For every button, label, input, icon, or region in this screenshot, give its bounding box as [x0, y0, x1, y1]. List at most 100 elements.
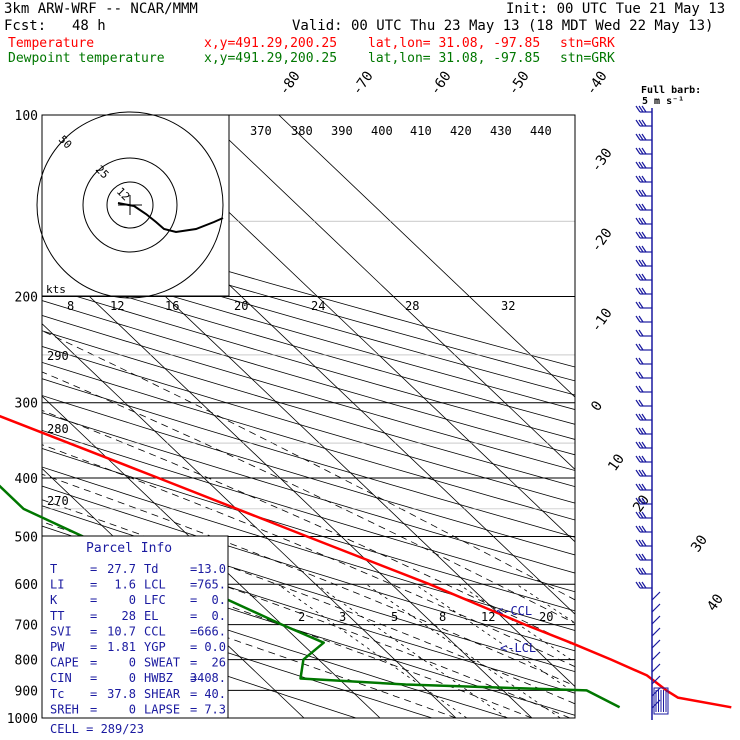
barb-flag	[635, 189, 641, 197]
parcel-value: 0	[129, 656, 136, 670]
parcel-value: 765.	[197, 578, 226, 592]
barb-flag	[641, 273, 647, 281]
parcel-value: 37.8	[107, 687, 136, 701]
barb-flag	[641, 581, 647, 589]
parcel-value: 0	[129, 702, 136, 716]
parcel-value: 0.0	[204, 640, 226, 654]
lcl-annotation: <-LCL	[500, 641, 536, 655]
barb-flag	[641, 553, 647, 561]
temp-latlon: lat,lon= 31.08, -97.85	[368, 36, 541, 51]
dry-adiabat	[42, 315, 575, 471]
pressure-tick-label: 900	[15, 684, 38, 699]
theta-label: 440	[530, 124, 552, 138]
parcel-value: 666.	[197, 624, 226, 638]
barb-flag	[635, 525, 641, 533]
barb-flag	[635, 259, 641, 267]
parcel-eq: =	[190, 578, 197, 592]
theta-label: 410	[410, 124, 432, 138]
init-time: Init: 00 UTC Tue 21 May 13	[506, 1, 726, 17]
parcel-key: SREH	[50, 702, 79, 716]
dry-adiabat	[42, 257, 575, 410]
barb-flag	[638, 105, 644, 113]
wind-barb	[635, 483, 652, 491]
isotherm-line	[278, 115, 575, 398]
parcel-eq: =	[90, 687, 97, 701]
hodograph-axis-label: 8	[67, 299, 74, 313]
barb-flag	[635, 273, 641, 281]
isotherm-label: 0	[588, 398, 606, 414]
barb-flag	[635, 119, 641, 127]
dry-adiabat	[42, 346, 575, 504]
wind-barb	[635, 343, 652, 351]
barb-flag	[638, 455, 644, 463]
parcel-eq: =	[190, 640, 197, 654]
isotherm-label: -30	[588, 145, 616, 175]
barb-flag	[641, 259, 647, 267]
barb-flag	[638, 441, 644, 449]
barb-flag	[638, 147, 644, 155]
wind-barb	[635, 273, 652, 281]
barb-flag	[638, 161, 644, 169]
barb-flag	[641, 525, 647, 533]
barb-flag	[635, 539, 641, 547]
barb-flag	[638, 469, 644, 477]
wind-barb	[635, 259, 652, 267]
wind-barb	[635, 105, 652, 113]
barb-staff	[651, 627, 661, 637]
barb-flag	[638, 539, 644, 547]
wind-barb	[651, 603, 661, 613]
theta-label: 270	[47, 494, 69, 508]
barb-flag	[635, 287, 641, 295]
barb-flag	[635, 553, 641, 561]
parcel-eq: =	[90, 640, 97, 654]
parcel-eq: =	[90, 578, 97, 592]
parcel-key: Td	[144, 562, 158, 576]
parcel-value: 7.3	[204, 702, 226, 716]
wind-barb	[651, 663, 661, 673]
forecast-hours: 48 h	[72, 18, 106, 34]
dry-adiabat	[42, 485, 575, 652]
pressure-tick-label: 500	[15, 530, 38, 545]
wind-barb	[635, 427, 652, 435]
theta-label: 430	[490, 124, 512, 138]
barb-flag	[641, 455, 647, 463]
mixing-ratio-label: 20	[539, 610, 553, 624]
barb-flag	[638, 581, 644, 589]
temp-station: stn=GRK	[560, 36, 615, 51]
barb-flag	[638, 567, 644, 575]
valid-time: Valid: 00 UTC Thu 23 May 13 (18 MDT Wed …	[292, 18, 714, 34]
barb-flag	[635, 357, 641, 365]
isotherm-label: 30	[688, 532, 711, 555]
moist-adiabat	[42, 371, 575, 624]
wind-barb	[635, 581, 652, 589]
barb-flag	[641, 133, 647, 141]
dewpoint-line	[0, 484, 621, 709]
hodograph-axis-label: 32	[501, 299, 515, 313]
parcel-key: LAPSE	[144, 702, 180, 716]
barb-flag	[638, 175, 644, 183]
barb-cluster	[653, 687, 669, 715]
wind-barb	[635, 119, 652, 127]
barb-flag	[641, 105, 647, 113]
dry-adiabat	[42, 243, 575, 396]
hodograph-ring	[106, 181, 154, 229]
barb-staff	[651, 615, 661, 625]
barb-flag	[638, 371, 644, 379]
parcel-key: CAPE	[50, 656, 79, 670]
pressure-tick-label: 800	[15, 654, 38, 669]
parcel-title: Parcel Info	[86, 541, 172, 556]
barb-flag	[638, 385, 644, 393]
barb-flag	[638, 217, 644, 225]
barb-flag	[635, 105, 641, 113]
parcel-eq: =	[190, 609, 197, 623]
wind-barb	[635, 469, 652, 477]
barb-flag	[638, 189, 644, 197]
isotherm-label: 10	[605, 451, 628, 474]
barb-flag	[635, 581, 641, 589]
barb-flag	[641, 483, 647, 491]
barb-flag	[635, 231, 641, 239]
barb-flag	[635, 329, 641, 337]
parcel-eq: =	[90, 593, 97, 607]
isotherm-line	[126, 115, 575, 543]
wind-barb	[635, 497, 652, 505]
